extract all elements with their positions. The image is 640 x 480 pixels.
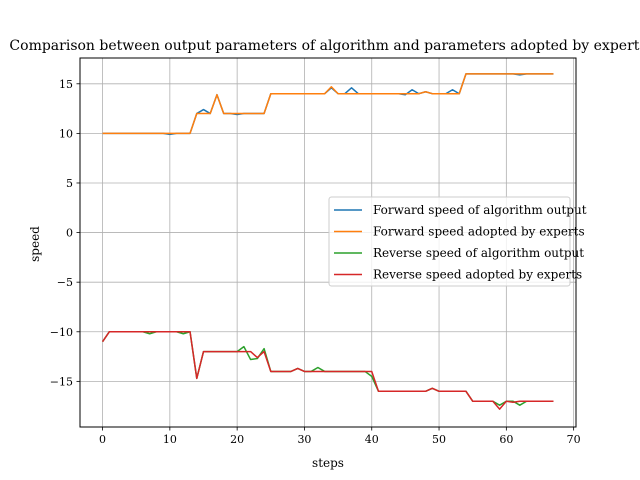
y-axis-label: speed: [28, 226, 42, 262]
x-tick-label: 20: [230, 433, 244, 446]
x-tick-label: 0: [99, 433, 106, 446]
y-tick-label: −15: [50, 375, 73, 388]
x-tick-label: 60: [499, 433, 513, 446]
y-tick-label: 0: [66, 227, 73, 240]
legend-label: Forward speed adopted by experts: [373, 225, 585, 239]
x-tick-label: 30: [297, 433, 311, 446]
x-tick-label: 70: [567, 433, 581, 446]
grid: [80, 58, 576, 427]
axes-frame: [79, 57, 577, 428]
legend: Forward speed of algorithm output Forward…: [328, 196, 587, 287]
legend-label: Forward speed of algorithm output: [373, 203, 587, 217]
y-tick-label: −10: [50, 326, 73, 339]
y-tick-label: 10: [59, 127, 73, 140]
x-tick-label: 40: [365, 433, 379, 446]
y-tick-label: −5: [57, 276, 73, 289]
x-tick-label: 50: [432, 433, 446, 446]
chart-title: Comparison between output parameters of …: [9, 38, 640, 54]
x-axis-label: steps: [312, 456, 344, 470]
x-tick-label: 10: [163, 433, 177, 446]
series-line-4: [101, 331, 554, 410]
legend-label: Reverse speed of algorithm output: [373, 246, 584, 260]
series-lines: [101, 73, 554, 410]
legend-label: Reverse speed adopted by experts: [373, 268, 582, 282]
legend-box: [328, 196, 571, 287]
series-line-2: [102, 73, 554, 135]
y-tick-label: 5: [66, 177, 73, 190]
y-tick-label: 15: [59, 78, 73, 91]
